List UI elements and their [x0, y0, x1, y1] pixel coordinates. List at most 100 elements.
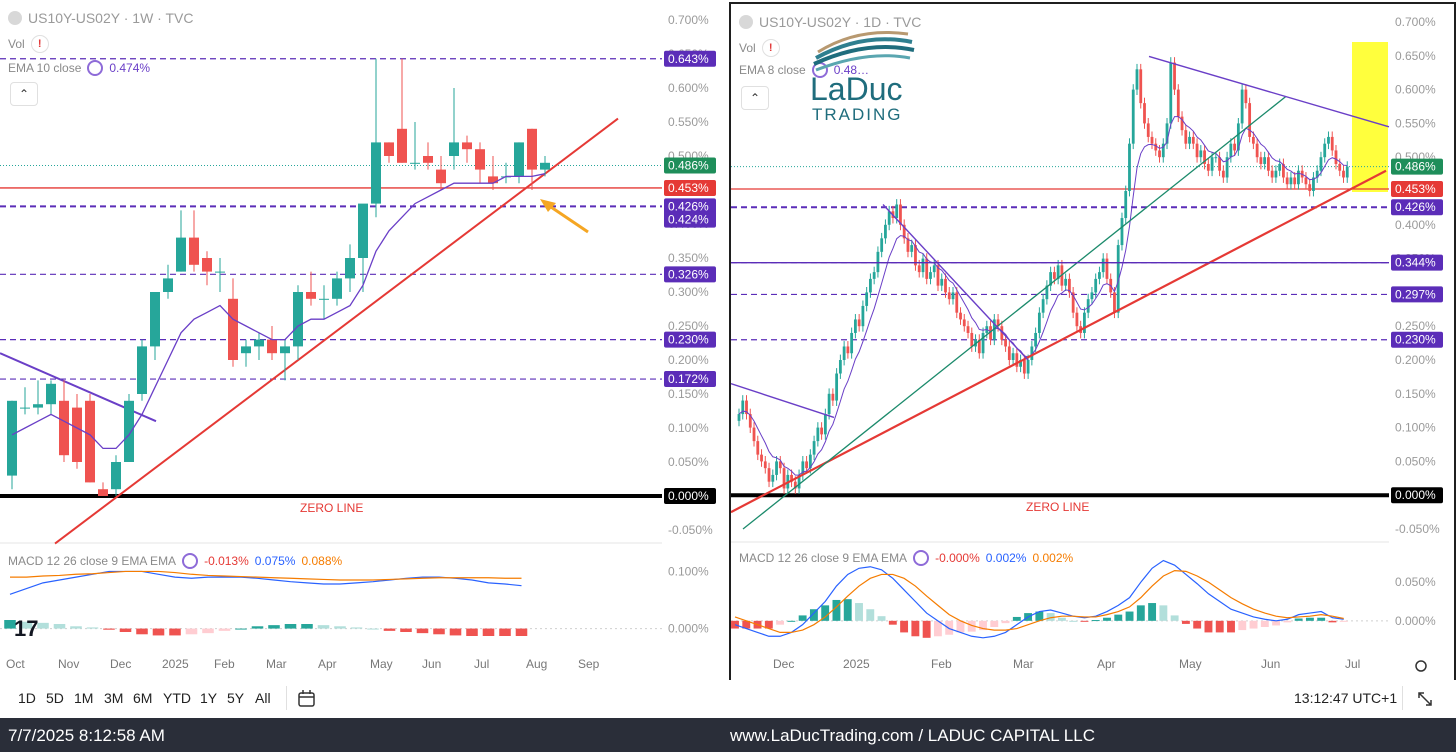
price-label-bg	[664, 211, 716, 228]
candle-body	[20, 407, 30, 409]
collapse-legend-button[interactable]: ⌃	[741, 86, 769, 110]
macd-legend[interactable]: MACD 12 26 close 9 EMA EMA -0.000% 0.002…	[739, 550, 1073, 566]
x-axis-label: Nov	[58, 657, 79, 671]
candle-body	[1274, 170, 1278, 178]
price-label-text: 0.000%	[1395, 488, 1436, 502]
weekly-chart-panel[interactable]: 0.700%0.650%0.600%0.550%0.500%0.450%0.40…	[0, 0, 726, 680]
fullscreen-icon[interactable]	[1414, 688, 1436, 710]
y-tick-label: 0.150%	[1395, 387, 1436, 401]
candle-body	[319, 298, 329, 300]
footer-credit[interactable]: www.LaDucTrading.com / LADUC CAPITAL LLC	[730, 726, 1095, 745]
ema-legend[interactable]: EMA 10 close 0.474%	[8, 60, 150, 76]
vol-legend[interactable]: Vol !	[8, 35, 49, 53]
price-label: 0.230%	[664, 331, 716, 348]
price-label-bg	[1391, 487, 1443, 504]
range-3m-button[interactable]: 3M	[104, 690, 124, 706]
candle-body	[853, 319, 857, 333]
candle-body	[1225, 157, 1229, 178]
zero-line-label: ZERO LINE	[1026, 500, 1089, 514]
range-all-button[interactable]: All	[255, 690, 271, 706]
candle-body	[756, 441, 760, 455]
y-tick-label: 0.600%	[1395, 83, 1436, 97]
macd-histogram-bar	[956, 620, 965, 633]
candle-body	[880, 238, 884, 252]
price-label: 0.230%	[1391, 331, 1443, 348]
price-label: 0.426%	[1391, 199, 1443, 216]
price-label-text: 0.424%	[668, 213, 709, 227]
y-tick-label: 0.300%	[668, 285, 709, 299]
macd-histogram-bar	[4, 620, 16, 629]
chart-settings-icon[interactable]	[1415, 660, 1427, 672]
weekly-chart-svg[interactable]: 0.700%0.650%0.600%0.550%0.500%0.450%0.40…	[0, 0, 726, 680]
price-label-text: 0.426%	[1395, 200, 1436, 214]
footer-timestamp: 7/7/2025 8:12:58 AM	[8, 726, 165, 745]
macd-histogram-bar	[776, 620, 785, 625]
range-1m-button[interactable]: 1M	[74, 690, 94, 706]
candle-body	[1263, 157, 1267, 164]
macd-histogram-bar	[1057, 617, 1066, 621]
candle-body	[959, 312, 962, 320]
ema-value: 0.474%	[109, 61, 151, 75]
range-1d-button[interactable]: 1D	[18, 690, 36, 706]
macd-histogram-bar	[1136, 605, 1145, 621]
settings-icon[interactable]	[182, 553, 199, 569]
collapse-legend-button[interactable]: ⌃	[10, 82, 38, 106]
candle-body	[741, 400, 745, 415]
macd-histogram-bar	[235, 628, 247, 630]
symbol-title-text: US10Y-US02Y · 1D · TVC	[759, 14, 922, 30]
macd-histogram-bar	[1294, 618, 1303, 621]
y-tick-label: 0.650%	[1395, 49, 1436, 63]
calendar-goto-icon[interactable]	[296, 688, 318, 710]
candle-body	[812, 441, 816, 455]
vol-legend[interactable]: Vol !	[739, 39, 780, 57]
daily-chart-panel[interactable]: 0.700%0.650%0.600%0.550%0.500%0.450%0.40…	[729, 2, 1456, 684]
candle-body	[1184, 130, 1188, 144]
candle-body	[981, 332, 985, 354]
candle-body	[1169, 62, 1173, 124]
warning-icon[interactable]: !	[761, 39, 780, 57]
range-5y-button[interactable]: 5Y	[227, 690, 245, 706]
candle-body	[966, 326, 970, 333]
range-5d-button[interactable]: 5D	[46, 690, 64, 706]
warning-icon[interactable]: !	[30, 35, 49, 53]
candle-body	[1041, 299, 1045, 313]
candle-body	[267, 339, 277, 354]
candle-body	[906, 238, 910, 252]
macd-legend[interactable]: MACD 12 26 close 9 EMA EMA -0.013% 0.075…	[8, 553, 342, 569]
clock-readout[interactable]: 13:12:47 UTC+1	[1294, 690, 1398, 706]
price-label-bg	[664, 331, 716, 348]
candle-body	[1101, 258, 1105, 273]
candle-body	[85, 400, 95, 483]
macd-histogram-bar	[1125, 611, 1134, 621]
y-tick-label: 0.400%	[1395, 218, 1436, 232]
macd-histogram-bar	[1114, 614, 1123, 621]
candle-body	[1098, 272, 1101, 279]
candle-body	[1259, 157, 1263, 164]
candle-body	[488, 176, 498, 184]
candle-body	[1150, 136, 1154, 144]
y-tick-label: 0.700%	[668, 13, 709, 27]
price-label: 0.424%	[664, 211, 716, 228]
macd-histogram-bar	[843, 599, 852, 621]
settings-icon[interactable]	[913, 550, 930, 566]
macd-histogram-bar	[888, 620, 897, 625]
macd-hist-value: -0.013%	[204, 554, 249, 568]
macd-histogram-bar	[1103, 617, 1111, 621]
macd-histogram-bar	[416, 628, 429, 634]
macd-line-value: 0.002%	[985, 551, 1027, 565]
candle-body	[1158, 150, 1161, 158]
macd-signal-value: 0.088%	[301, 554, 343, 568]
ema-legend[interactable]: EMA 8 close 0.48…	[739, 62, 869, 78]
range-ytd-button[interactable]: YTD	[163, 690, 191, 706]
range-6m-button[interactable]: 6M	[133, 690, 153, 706]
price-label-text: 0.453%	[668, 181, 709, 195]
candle-body	[944, 278, 947, 293]
price-label-bg	[664, 371, 716, 388]
macd-histogram-bar	[449, 628, 462, 636]
daily-chart-svg[interactable]: 0.700%0.650%0.600%0.550%0.500%0.450%0.40…	[730, 4, 1454, 682]
candle-body	[33, 404, 43, 408]
candle-body	[1210, 157, 1214, 171]
settings-icon[interactable]	[87, 60, 104, 76]
range-1y-button[interactable]: 1Y	[200, 690, 218, 706]
y-tick-label: 0.050%	[668, 455, 709, 469]
